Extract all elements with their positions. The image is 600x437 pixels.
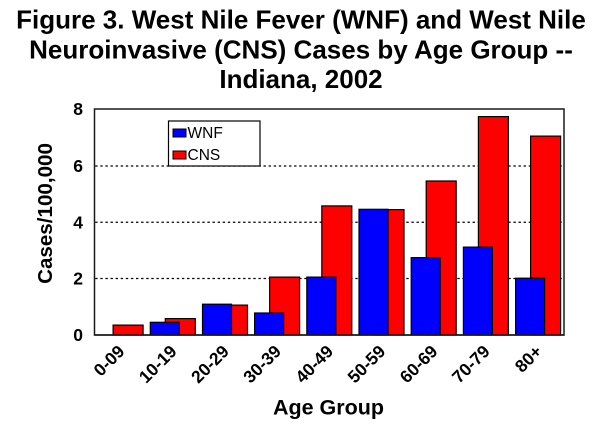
svg-text:Indiana, 2002: Indiana, 2002: [219, 64, 382, 94]
svg-text:CNS: CNS: [188, 147, 221, 164]
svg-text:4: 4: [73, 212, 83, 232]
svg-text:8: 8: [73, 99, 83, 119]
svg-text:0: 0: [73, 325, 83, 345]
svg-text:2: 2: [73, 269, 83, 289]
svg-text:Figure 3. West Nile Fever (WNF: Figure 3. West Nile Fever (WNF) and West…: [16, 5, 586, 35]
svg-text:6: 6: [73, 156, 83, 176]
svg-text:Age Group: Age Group: [273, 396, 384, 420]
svg-text:WNF: WNF: [188, 125, 223, 142]
svg-text:Cases/100,000: Cases/100,000: [34, 143, 57, 284]
svg-text:Neuroinvasive (CNS) Cases by A: Neuroinvasive (CNS) Cases by Age Group -…: [29, 34, 573, 64]
